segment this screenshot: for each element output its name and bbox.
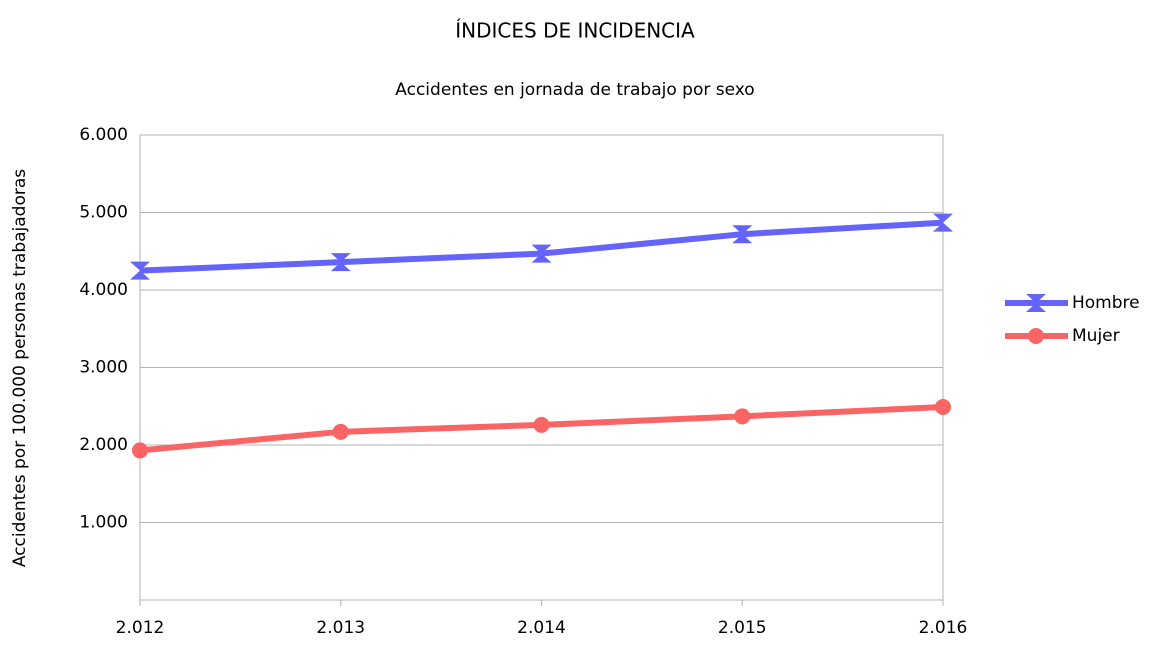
- chart-title: ÍNDICES DE INCIDENCIA: [455, 19, 695, 43]
- marker: [1026, 294, 1046, 312]
- y-tick-label: 3.000: [79, 358, 128, 378]
- marker: [935, 399, 951, 416]
- chart-subtitle: Accidentes en jornada de trabajo por sex…: [395, 80, 754, 100]
- marker: [1028, 328, 1044, 344]
- y-axis-label: Accidentes por 100.000 personas trabajad…: [10, 169, 30, 567]
- y-tick-label: 6.000: [79, 125, 128, 145]
- x-tick-label: 2.016: [919, 618, 968, 638]
- y-tick-label: 2.000: [79, 435, 128, 455]
- x-tick-label: 2.014: [517, 618, 566, 638]
- marker: [330, 253, 351, 272]
- x-tick-label: 2.015: [718, 618, 767, 638]
- y-tick-label: 1.000: [79, 513, 128, 533]
- legend-label: Hombre: [1072, 293, 1140, 313]
- marker: [130, 261, 150, 280]
- marker: [332, 423, 349, 440]
- marker: [132, 442, 148, 459]
- marker: [732, 225, 753, 244]
- y-tick-label: 4.000: [79, 280, 128, 300]
- marker: [533, 416, 550, 433]
- legend-label: Mujer: [1072, 326, 1120, 346]
- marker: [734, 408, 751, 425]
- x-tick-label: 2.012: [116, 618, 165, 638]
- x-tick-label: 2.013: [316, 618, 365, 638]
- marker: [531, 244, 552, 263]
- marker: [933, 213, 953, 232]
- y-tick-label: 5.000: [79, 203, 128, 223]
